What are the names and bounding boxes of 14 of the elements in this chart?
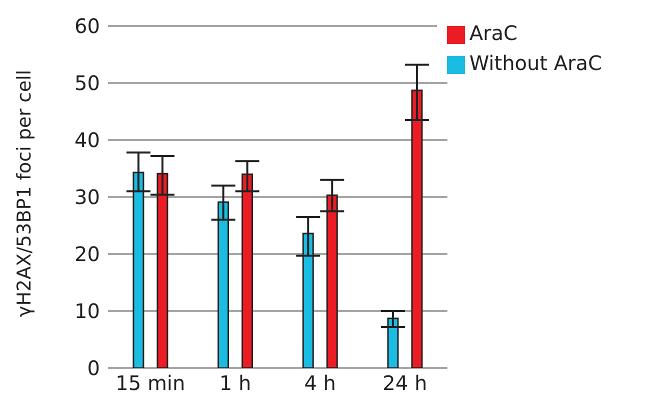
y-tick-label: 30: [74, 185, 100, 210]
y-tick-label: 40: [74, 128, 100, 152]
y-tick-label: 60: [74, 14, 100, 38]
y-tick-label: 20: [74, 242, 100, 266]
y-tick-label: 10: [74, 299, 100, 324]
y-tick-label: 50: [74, 71, 100, 96]
legend-label: AraC: [469, 21, 518, 45]
x-tick-label: 4 h: [304, 371, 336, 396]
x-tick-label: 15 min: [116, 371, 186, 396]
y-axis-title: γH2AX/53BP1 foci per cell: [14, 70, 36, 317]
y-tick-label: 0: [87, 356, 100, 380]
x-tick-label: 24 h: [382, 371, 428, 396]
legend-label: Without AraC: [469, 51, 602, 75]
x-tick-label: 1 h: [219, 371, 252, 396]
